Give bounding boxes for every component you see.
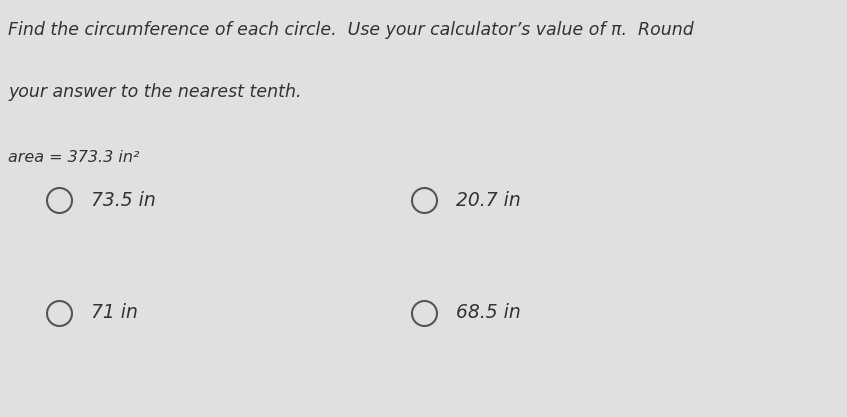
Text: Find the circumference of each circle.  Use your calculator’s value of π.  Round: Find the circumference of each circle. U… bbox=[8, 21, 695, 39]
Text: 68.5 in: 68.5 in bbox=[456, 303, 520, 322]
Text: 71 in: 71 in bbox=[91, 303, 138, 322]
Text: 20.7 in: 20.7 in bbox=[456, 191, 520, 210]
Text: 73.5 in: 73.5 in bbox=[91, 191, 156, 210]
Text: area = 373.3 in²: area = 373.3 in² bbox=[8, 150, 140, 165]
Text: your answer to the nearest tenth.: your answer to the nearest tenth. bbox=[8, 83, 302, 101]
